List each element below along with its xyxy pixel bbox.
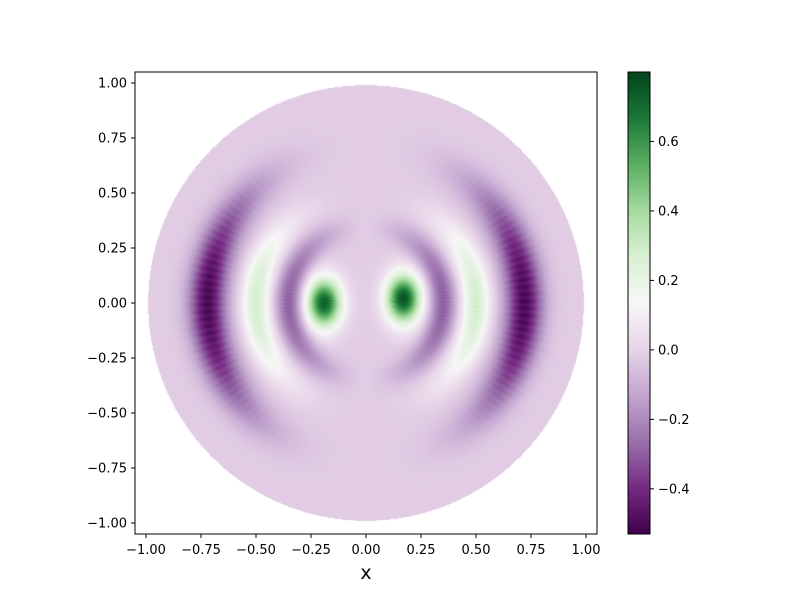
x-axis-ticks: −1.00 −0.75 −0.50 −0.25 0.00 0.25 0.50 0.75 1.00 xyxy=(126,534,600,558)
y-tick-label: −0.75 xyxy=(87,462,127,477)
colorbar-tick-label: 0.6 xyxy=(658,135,679,150)
y-axis-ticks: 1.00 0.75 0.50 0.25 0.00 −0.25 −0.50 −0.75 −1.00 xyxy=(87,77,135,532)
y-tick-label: 0.75 xyxy=(98,132,127,147)
x-tick-label: 0.25 xyxy=(407,543,436,558)
x-tick-label: 0.75 xyxy=(517,543,546,558)
colorbar-gradient xyxy=(628,72,650,534)
x-tick-label: −0.25 xyxy=(291,543,331,558)
colorbar-tick-label: −0.2 xyxy=(658,413,690,428)
x-tick-label: 0.50 xyxy=(462,543,491,558)
y-tick-label: −0.25 xyxy=(87,352,127,367)
colorbar-tick-label: 0.0 xyxy=(658,343,679,358)
x-tick-label: 0.00 xyxy=(352,543,381,558)
y-tick-label: 0.50 xyxy=(98,187,127,202)
colorbar-ticks: 0.6 0.4 0.2 0.0 −0.2 −0.4 xyxy=(650,135,690,497)
colorbar: 0.6 0.4 0.2 0.0 −0.2 −0.4 xyxy=(627,71,690,535)
colorbar-frame xyxy=(627,71,651,535)
heatmap-axes: −1.00 −0.75 −0.50 −0.25 0.00 0.25 0.50 0.75 1.00… xyxy=(87,71,600,584)
heatmap-raster xyxy=(135,72,597,534)
y-tick-label: 1.00 xyxy=(98,77,127,92)
x-tick-label: −1.00 xyxy=(126,543,166,558)
colorbar-tick-label: 0.4 xyxy=(658,204,679,219)
heatmap-image xyxy=(135,72,597,534)
x-tick-label: −0.50 xyxy=(236,543,276,558)
y-tick-label: −0.50 xyxy=(87,407,127,422)
y-tick-label: 0.25 xyxy=(98,242,127,257)
x-axis-label: x xyxy=(360,562,371,584)
y-tick-label: 0.00 xyxy=(98,297,127,312)
colorbar-tick-label: −0.4 xyxy=(658,482,690,497)
colorbar-tick-label: 0.2 xyxy=(658,274,679,289)
x-tick-label: −0.75 xyxy=(181,543,221,558)
x-tick-label: 1.00 xyxy=(572,543,601,558)
y-tick-label: −1.00 xyxy=(87,517,127,532)
